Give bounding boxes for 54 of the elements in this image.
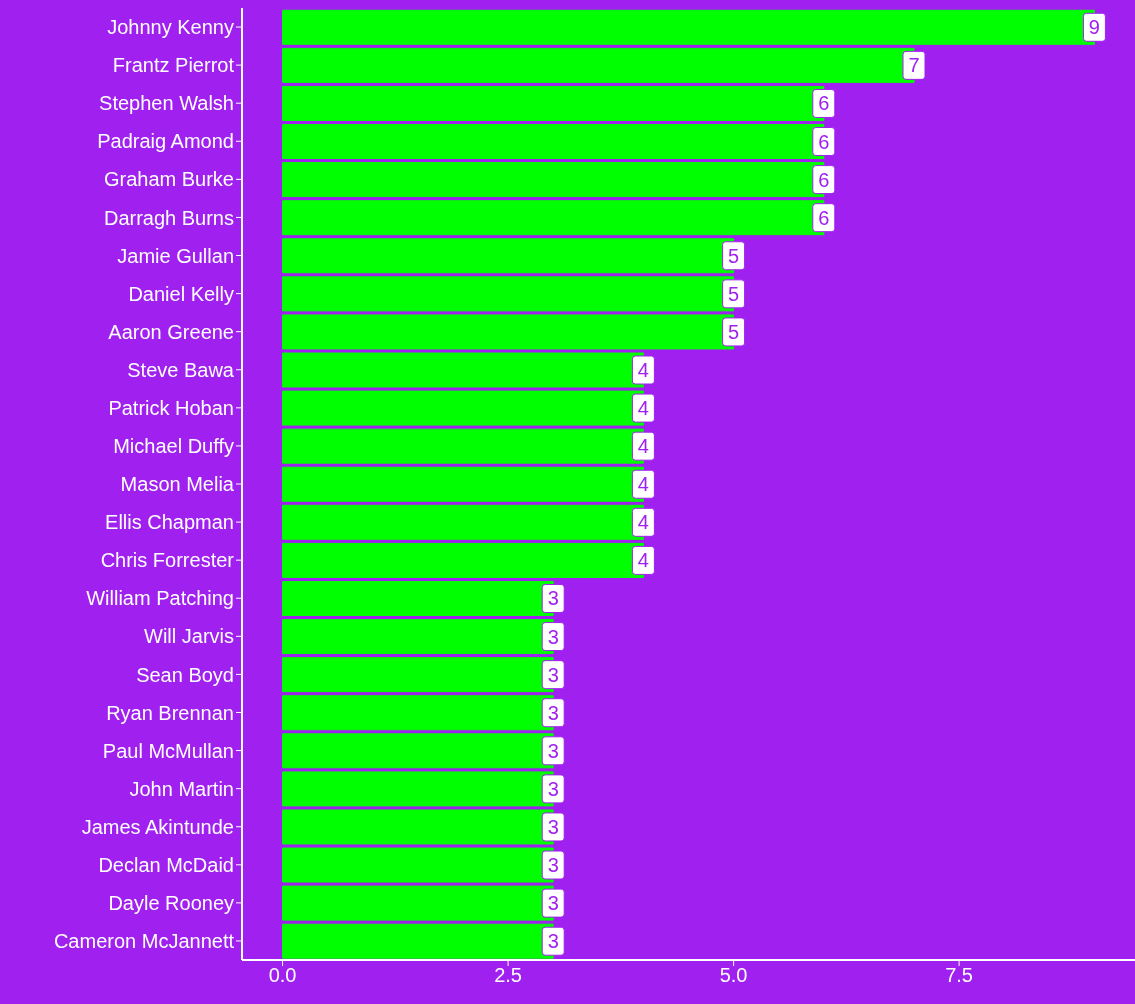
data-label: 4 [637, 473, 649, 496]
y-tick-label: Jamie Gullan [117, 244, 234, 267]
data-label: 9 [1088, 16, 1100, 39]
data-label: 3 [547, 739, 559, 762]
data-label: 7 [908, 54, 920, 77]
y-tick-label: Patrick Hoban [108, 396, 234, 419]
data-label: 4 [637, 549, 649, 572]
y-tick-label: Michael Duffy [113, 435, 234, 458]
data-label: 3 [547, 815, 559, 838]
y-tick-label: William Patching [86, 587, 234, 610]
y-tick-label: Cameron McJannett [53, 930, 235, 953]
y-tick-label: Darragh Burns [103, 206, 234, 229]
y-tick-label: Aaron Greene [108, 320, 234, 343]
data-label: 4 [637, 359, 649, 381]
y-tick-label: John Martin [129, 777, 234, 800]
data-label: 3 [547, 777, 559, 800]
data-label: 6 [818, 92, 830, 115]
data-label: 5 [728, 282, 740, 305]
data-label: 4 [637, 511, 649, 534]
y-tick-label: Stephen Walsh [99, 92, 234, 115]
y-tick-label: Sean Boyd [136, 663, 234, 686]
y-tick-label: James Akintunde [81, 815, 234, 838]
y-tick-label: Will Jarvis [144, 625, 234, 648]
data-label: 3 [547, 854, 559, 877]
y-tick-label: Paul McMullan [102, 739, 234, 762]
data-label: 4 [637, 397, 649, 420]
data-label: 6 [818, 130, 830, 153]
y-tick-label: Graham Burke [103, 168, 234, 191]
y-tick-label: Declan McDaid [98, 853, 234, 876]
x-tick-label: 5.0 [719, 964, 748, 987]
y-tick-label: Frantz Pierrot [112, 54, 235, 77]
y-tick-label: Chris Forrester [100, 549, 235, 572]
data-label: 3 [547, 587, 559, 610]
data-label: 3 [547, 892, 559, 915]
x-tick-label: 2.5 [494, 964, 522, 987]
data-label: 3 [547, 663, 559, 686]
data-label: 5 [728, 244, 740, 267]
y-tick-label: Ellis Chapman [105, 511, 234, 534]
data-label: 3 [547, 625, 559, 648]
x-tick-label: 7.5 [945, 964, 974, 987]
data-label: 6 [818, 206, 830, 229]
y-tick-label: Mason Melia [120, 473, 235, 496]
y-tick-label: Johnny Kenny [107, 16, 234, 39]
x-tick-label: 0.0 [268, 964, 297, 987]
data-label: 3 [547, 930, 559, 953]
y-tick-label: Daniel Kelly [128, 282, 234, 305]
data-label: 5 [728, 320, 740, 343]
y-tick-label: Steve Bawa [127, 358, 235, 381]
y-tick-label: Ryan Brennan [106, 701, 234, 724]
y-tick-label: Dayle Rooney [108, 891, 234, 914]
data-label: 4 [637, 435, 649, 458]
data-label: 6 [818, 168, 830, 191]
y-tick-label: Padraig Amond [97, 130, 234, 153]
data-label: 3 [547, 701, 559, 724]
